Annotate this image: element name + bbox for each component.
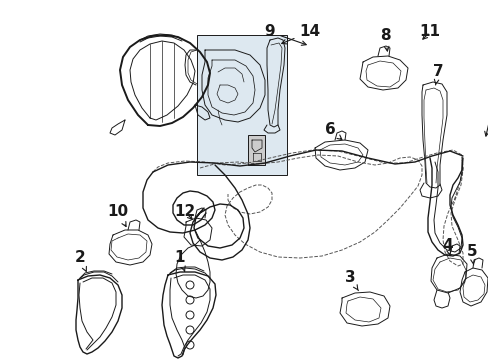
Polygon shape bbox=[197, 35, 286, 175]
Text: 7: 7 bbox=[432, 64, 443, 85]
Text: 12: 12 bbox=[174, 204, 195, 220]
Text: 13: 13 bbox=[484, 68, 488, 136]
Text: 3: 3 bbox=[344, 270, 358, 291]
Text: 5: 5 bbox=[466, 244, 476, 265]
Text: 11: 11 bbox=[419, 24, 440, 40]
Text: 1: 1 bbox=[174, 251, 185, 271]
Text: 6: 6 bbox=[324, 122, 341, 139]
Text: 9: 9 bbox=[264, 24, 305, 45]
Text: 2: 2 bbox=[75, 251, 86, 271]
Text: 10: 10 bbox=[107, 204, 128, 226]
Text: 14: 14 bbox=[281, 24, 320, 44]
Polygon shape bbox=[247, 135, 264, 165]
Text: 8: 8 bbox=[379, 27, 389, 51]
Text: 4: 4 bbox=[442, 238, 452, 255]
